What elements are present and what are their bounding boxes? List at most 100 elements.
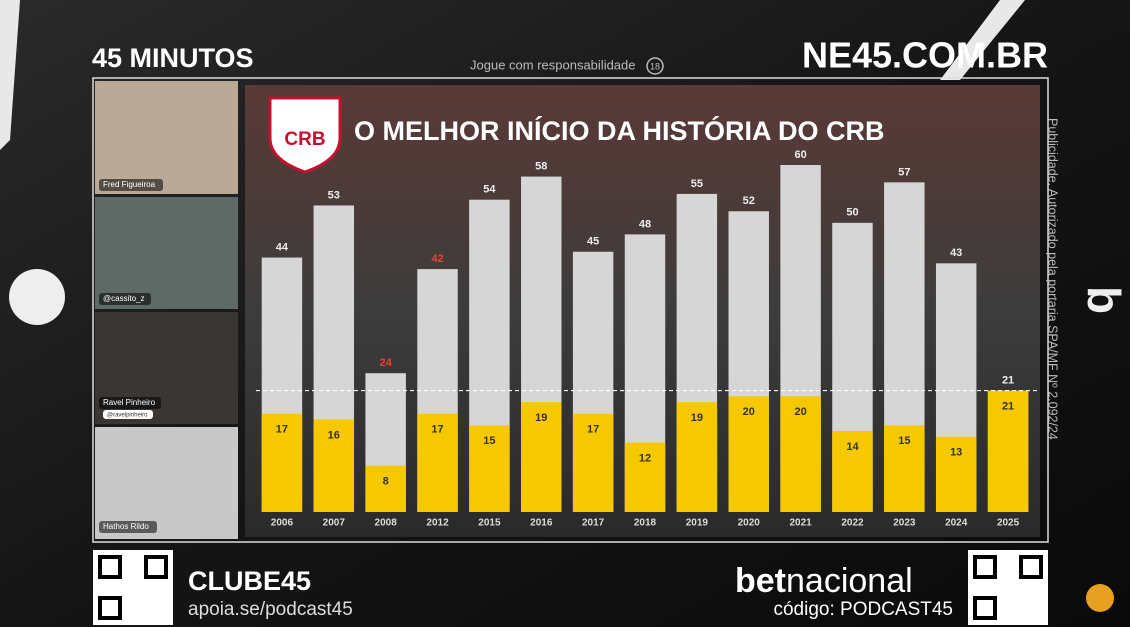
- participant-name: Fred Figueiroa: [103, 180, 156, 189]
- x-tick-label: 2015: [478, 518, 501, 529]
- crest-text: CRB: [284, 129, 325, 150]
- data-label: 20: [794, 406, 806, 418]
- club-url: apoia.se/podcast45: [188, 599, 353, 620]
- bar: [572, 413, 614, 512]
- x-tick-label: 2016: [530, 518, 553, 529]
- sponsor-bold: bet: [735, 562, 786, 600]
- sponsor-code: código: PODCAST45: [773, 599, 953, 620]
- bar-chart: 2006441720075316200824820124217201554152…: [256, 149, 1038, 529]
- disclaimer: Jogue com responsabilidade: [470, 57, 636, 72]
- decor: [0, 0, 20, 150]
- decor: [1086, 584, 1114, 612]
- webcams: Fred Figueiroa @cassito_z Ravel Pinheiro…: [95, 81, 238, 539]
- sponsor: betnacional: [735, 562, 913, 600]
- participant-name: @cassito_z: [103, 294, 144, 303]
- data-label: 55: [691, 178, 703, 190]
- data-label: 19: [535, 412, 547, 424]
- webcam: [95, 197, 238, 309]
- bar: [935, 436, 977, 512]
- webcam: [95, 427, 238, 539]
- sponsor-light: nacional: [786, 562, 913, 600]
- x-tick-label: 2020: [738, 518, 761, 529]
- data-label: 17: [431, 424, 443, 436]
- data-label: 48: [639, 218, 651, 230]
- data-label: 14: [846, 441, 859, 453]
- frame: [92, 77, 1049, 543]
- participant-name: Ravel Pinheiro: [103, 398, 156, 407]
- data-label: 52: [743, 195, 755, 207]
- data-label: 12: [639, 453, 651, 465]
- x-tick-label: 2022: [841, 518, 864, 529]
- data-label: 19: [691, 412, 703, 424]
- name-tag: [99, 521, 157, 533]
- data-label: 24: [380, 357, 393, 369]
- age-badge-ring: [646, 57, 664, 75]
- x-tick-label: 2008: [375, 518, 398, 529]
- name-tag: [99, 293, 151, 305]
- site: NE45.COM.BR: [802, 35, 1048, 76]
- qr-code-part: [973, 555, 997, 579]
- x-tick-label: 2024: [945, 518, 968, 529]
- data-label: 21: [1002, 374, 1014, 386]
- data-label: 45: [587, 236, 599, 248]
- x-tick-label: 2019: [686, 518, 709, 529]
- qr-code: [93, 550, 173, 625]
- data-label: 60: [794, 149, 806, 161]
- x-tick-label: 2007: [323, 518, 346, 529]
- data-label: 42: [431, 253, 443, 265]
- chart-title: O MELHOR INÍCIO DA HISTÓRIA DO CRB: [354, 115, 885, 146]
- bar: [832, 431, 873, 512]
- data-label: 17: [276, 424, 288, 436]
- show-title: 45 MINUTOS: [92, 43, 254, 73]
- x-tick-label: 2023: [893, 518, 916, 529]
- name-tag: [99, 397, 161, 409]
- qr-code: [968, 550, 1048, 625]
- decor: [9, 269, 65, 325]
- bar: [676, 402, 718, 512]
- qr-code-part: [973, 596, 997, 620]
- data-label: 17: [587, 424, 599, 436]
- data-label: 53: [328, 189, 340, 201]
- handle-tag: [103, 410, 153, 419]
- data-label: 57: [898, 166, 910, 178]
- data-label: 58: [535, 160, 547, 172]
- qr-code-part: [1019, 555, 1043, 579]
- side-logo: b: [1078, 286, 1130, 314]
- x-tick-label: 2018: [634, 518, 657, 529]
- bar: [728, 396, 769, 512]
- data-label: 43: [950, 247, 962, 259]
- bar: [417, 413, 458, 512]
- bar: [469, 425, 510, 512]
- qr-code-part: [144, 555, 168, 579]
- bar: [313, 419, 355, 512]
- qr-code-part: [98, 596, 122, 620]
- name-tag: [99, 179, 163, 191]
- x-tick-label: 2017: [582, 518, 605, 529]
- webcam: [95, 81, 238, 194]
- x-tick-label: 2012: [426, 518, 449, 529]
- data-label: 15: [898, 435, 910, 447]
- participant-handle: @ravelpinheiro: [107, 413, 148, 419]
- data-label: 8: [383, 476, 389, 488]
- data-label: 13: [950, 447, 962, 459]
- decor: [940, 0, 1025, 80]
- qr-code-part: [98, 555, 122, 579]
- data-label: 16: [328, 429, 340, 441]
- bar: [521, 402, 562, 512]
- x-tick-label: 2006: [271, 518, 294, 529]
- data-label: 54: [483, 184, 496, 196]
- participant-name: Hathos Rildo: [103, 522, 149, 531]
- club-name: CLUBE45: [188, 566, 311, 596]
- data-label: 21: [1002, 400, 1014, 412]
- x-tick-label: 2021: [789, 518, 812, 529]
- x-tick-label: 2025: [997, 518, 1020, 529]
- data-label: 44: [276, 241, 289, 253]
- age-badge: 18: [650, 61, 660, 71]
- bar: [780, 396, 821, 512]
- club-crest: [268, 96, 342, 174]
- legal-text: Publicidade. Autorizado pela portaria SP…: [1046, 118, 1060, 440]
- bar: [261, 413, 303, 512]
- data-label: 15: [483, 435, 495, 447]
- bar: [624, 442, 666, 512]
- bar: [987, 390, 1029, 512]
